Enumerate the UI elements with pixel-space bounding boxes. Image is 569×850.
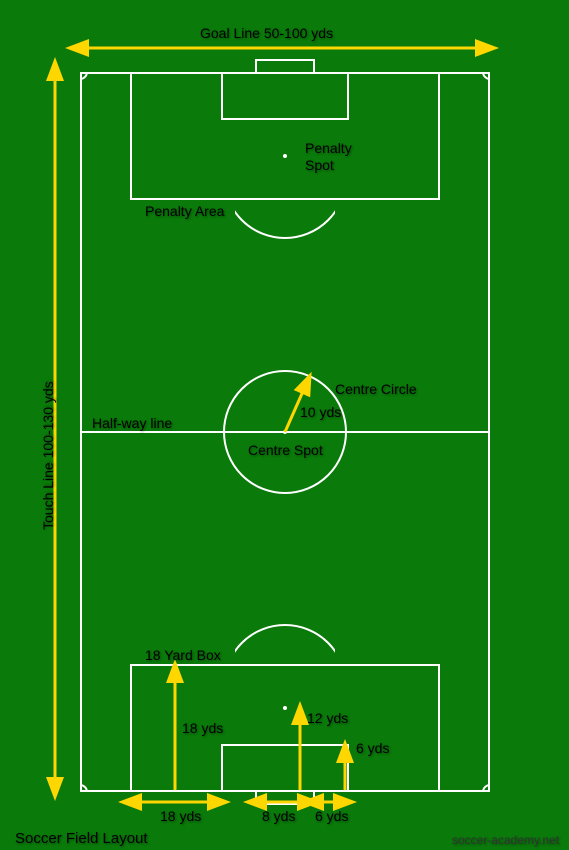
six-yds-v-label: 6 yds xyxy=(356,740,389,756)
bottom-penalty-spot xyxy=(283,706,287,710)
centre-circle-label: Centre Circle xyxy=(335,381,417,397)
top-penalty-spot xyxy=(283,154,287,158)
eighteen-yds-v-label: 18 yds xyxy=(182,720,223,736)
ten-yds-label: 10 yds xyxy=(300,404,341,420)
corner-arc-tr xyxy=(482,64,498,80)
goal-line-label: Goal Line 50-100 yds xyxy=(200,25,333,41)
penalty-spot-label: PenaltySpot xyxy=(305,140,352,174)
title-label: Soccer Field Layout xyxy=(15,830,148,847)
credit-label: soccer-academy.net xyxy=(452,833,559,847)
centre-spot xyxy=(283,430,287,434)
penalty-area-label: Penalty Area xyxy=(145,203,224,219)
eighteen-yard-box-label: 18 Yard Box xyxy=(145,647,221,663)
top-goal xyxy=(255,59,315,72)
halfway-line-label: Half-way line xyxy=(92,415,172,431)
touch-line-label: Touch Line 100-130 yds xyxy=(40,381,56,530)
six-yds-h-label: 6 yds xyxy=(315,808,348,824)
eight-yds-h-label: 8 yds xyxy=(262,808,295,824)
corner-arc-bl xyxy=(72,784,88,800)
corner-arc-tl xyxy=(72,64,88,80)
bottom-goal-area xyxy=(221,744,349,792)
bottom-penalty-arc xyxy=(235,624,335,664)
bottom-goal xyxy=(255,792,315,805)
eighteen-yds-h-label: 18 yds xyxy=(160,808,201,824)
centre-spot-label: Centre Spot xyxy=(248,442,323,458)
top-goal-area xyxy=(221,72,349,120)
twelve-yds-label: 12 yds xyxy=(307,710,348,726)
corner-arc-br xyxy=(482,784,498,800)
top-penalty-arc xyxy=(235,200,335,240)
